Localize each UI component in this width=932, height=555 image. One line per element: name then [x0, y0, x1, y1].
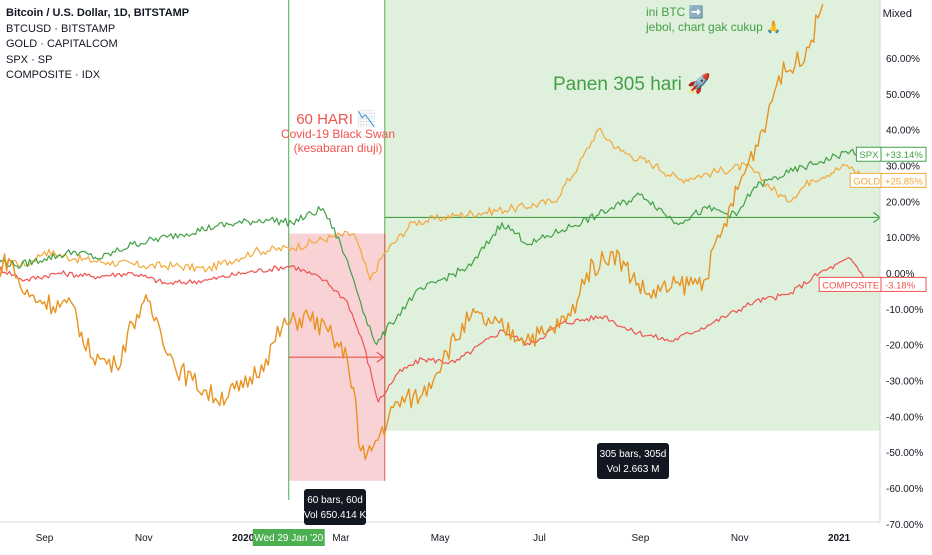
measure-red-tooltip: 60 bars, 60d Vol 650.414 K	[304, 489, 367, 525]
last-value-gold: GOLD +25.85%	[849, 172, 927, 188]
annotation-btc-1: ini BTC ➡️	[646, 5, 704, 19]
y-tick-label: 60.00%	[886, 54, 920, 65]
x-tick-label: 2020	[232, 533, 255, 544]
series-line-btcusd	[0, 4, 824, 460]
series-line-gold	[0, 127, 871, 281]
last-value-text: -3.18%	[885, 280, 916, 291]
measure-red-tooltip-line1: 60 bars, 60d	[307, 495, 363, 506]
last-value-composite: COMPOSITE -3.18%	[818, 276, 927, 292]
y-tick-label: 40.00%	[886, 126, 920, 137]
y-tick-label: -40.00%	[886, 412, 923, 423]
x-tick-label: Nov	[731, 533, 749, 544]
last-value-name: GOLD	[853, 176, 880, 187]
y-tick-label: 50.00%	[886, 90, 920, 101]
measure-red-tooltip-bg	[304, 489, 366, 525]
last-value-name: SPX	[859, 150, 879, 161]
x-tick-label: Jul	[533, 533, 546, 544]
last-value-box	[880, 276, 927, 292]
last-value-box	[880, 146, 927, 162]
legend-item-spx[interactable]: SPX · SP	[6, 53, 53, 66]
y-tick-label: -70.00%	[886, 520, 923, 531]
x-tick-label: Mar	[332, 533, 350, 544]
y-tick-label: -30.00%	[886, 377, 923, 388]
series-line-composite	[0, 257, 871, 403]
annotation-kesabaran: (kesabaran diuji)	[294, 141, 383, 155]
y-tick-label: 0.00%	[886, 269, 914, 280]
y-tick-label: -10.00%	[886, 305, 923, 316]
measure-green-tooltip-line1: 305 bars, 305d	[600, 449, 667, 460]
y-tick-label: -50.00%	[886, 448, 923, 459]
annotation-covid: Covid-19 Black Swan	[281, 127, 395, 141]
annotation-sixty: 60 HARI 📉	[296, 110, 376, 128]
y-axis-panel	[880, 0, 932, 550]
x-tick-label: 2021	[828, 533, 851, 544]
measure-red-tooltip-line2: Vol 650.414 K	[304, 510, 367, 521]
y-tick-label: 10.00%	[886, 233, 920, 244]
legend: Bitcoin / U.S. Dollar, 1D, BITSTAMP BTCU…	[6, 6, 189, 84]
measure-green-tooltip: 305 bars, 305d Vol 2.663 M	[597, 443, 669, 479]
series-line-spx	[0, 148, 871, 346]
y-tick-label: 20.00%	[886, 197, 920, 208]
annotation-panen: Panen 305 hari 🚀	[553, 72, 711, 95]
symbol-title[interactable]: Bitcoin / U.S. Dollar, 1D, BITSTAMP	[6, 7, 190, 19]
x-tick-label: Sep	[632, 533, 650, 544]
x-tick-label: Sep	[36, 533, 54, 544]
crosshair-date-box	[252, 529, 325, 546]
last-value-text: +25.85%	[885, 176, 923, 187]
last-value-text: +33.14%	[885, 150, 923, 161]
measure-green-tooltip-bg	[597, 443, 669, 479]
legend-item-composite[interactable]: COMPOSITE · IDX	[6, 69, 101, 81]
y-tick-label: -20.00%	[886, 341, 923, 352]
y-tick-label: -60.00%	[886, 484, 923, 495]
last-value-spx: SPX +33.14%	[855, 146, 927, 162]
crosshair-date-label: Wed 29 Jan '20	[254, 533, 323, 544]
x-tick-label: May	[431, 533, 450, 544]
scale-mode-button[interactable]: Mixed	[882, 8, 912, 20]
red-measure-arrowhead	[376, 351, 385, 363]
measure-green-tooltip-line2: Vol 2.663 M	[607, 464, 660, 475]
legend-item-gold[interactable]: GOLD · CAPITALCOM	[6, 38, 118, 50]
last-value-name: COMPOSITE	[822, 280, 879, 291]
legend-item-btcusd[interactable]: BTCUSD · BITSTAMP	[6, 22, 116, 35]
y-tick-label: 30.00%	[886, 162, 920, 173]
last-value-box	[880, 172, 927, 188]
x-tick-label: Nov	[135, 533, 153, 544]
annotation-btc-2: jebol, chart gak cukup 🙏	[645, 20, 781, 34]
